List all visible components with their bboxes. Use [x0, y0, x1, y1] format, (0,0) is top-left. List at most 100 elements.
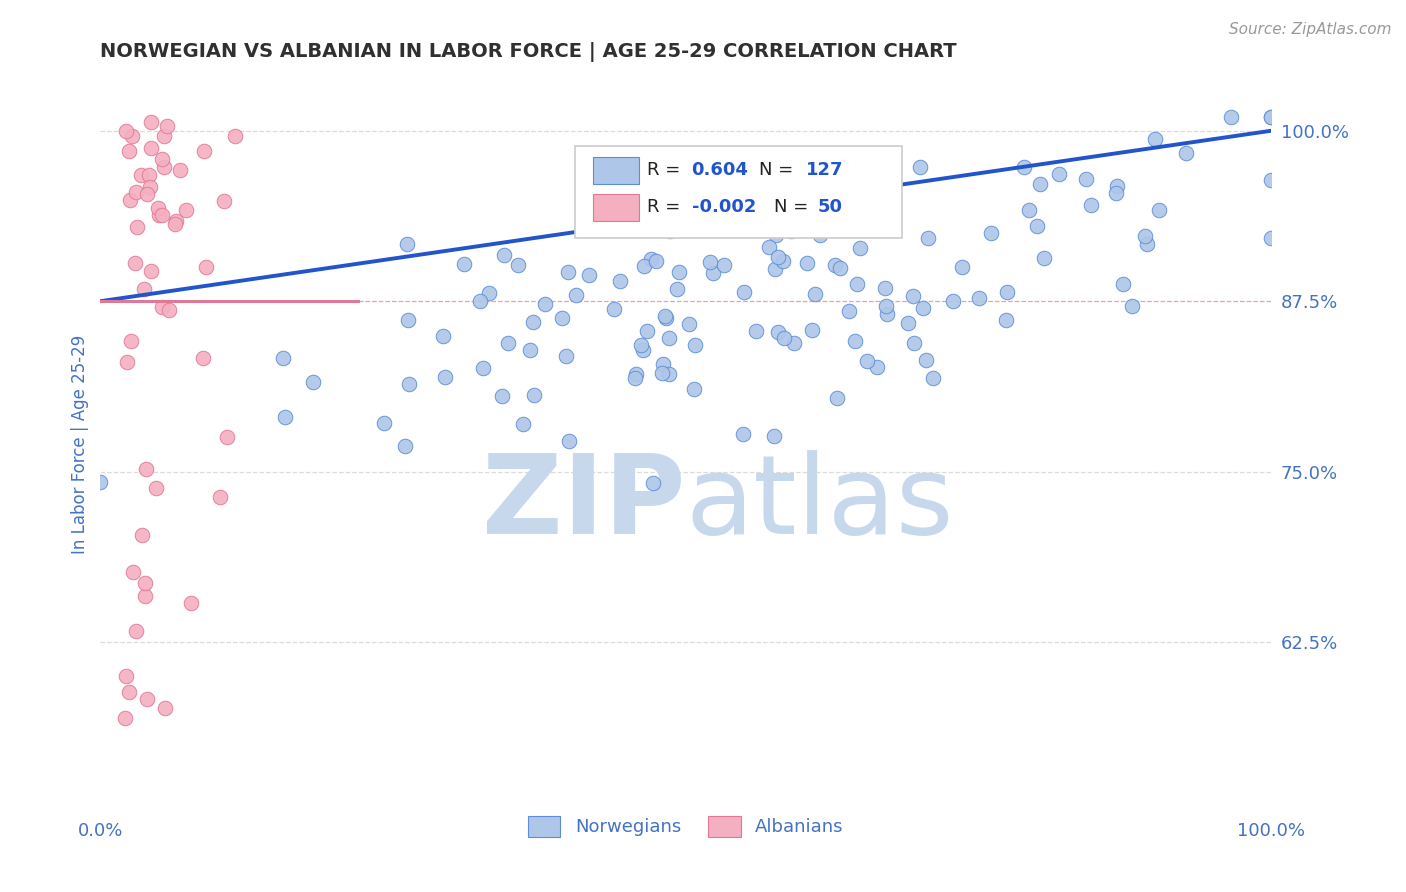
Point	[302, 375, 325, 389]
FancyBboxPatch shape	[575, 146, 903, 238]
Point	[496, 335, 519, 350]
Point	[825, 391, 848, 405]
Y-axis label: In Labor Force | Age 25-29: In Labor Force | Age 25-29	[72, 334, 89, 554]
Point	[1260, 110, 1282, 124]
Point	[224, 129, 246, 144]
Point	[734, 209, 756, 223]
Point	[522, 315, 544, 329]
Point	[491, 389, 513, 403]
Point	[803, 287, 825, 301]
Point	[631, 343, 654, 358]
Point	[134, 575, 156, 590]
Point	[855, 353, 877, 368]
Point	[950, 260, 973, 274]
Point	[633, 259, 655, 273]
Point	[432, 329, 454, 343]
Point	[967, 291, 990, 305]
Point	[630, 338, 652, 352]
Point	[180, 596, 202, 610]
Point	[557, 265, 579, 279]
Point	[1012, 160, 1035, 174]
Point	[842, 204, 865, 219]
Point	[733, 427, 755, 442]
Point	[209, 491, 232, 505]
Point	[917, 230, 939, 244]
Point	[733, 285, 755, 300]
Point	[1029, 177, 1052, 191]
Point	[636, 324, 658, 338]
Point	[1144, 132, 1167, 146]
Point	[1080, 197, 1102, 211]
Point	[745, 324, 768, 338]
Point	[139, 140, 162, 154]
Point	[903, 335, 925, 350]
Point	[773, 331, 796, 345]
Point	[995, 285, 1018, 299]
Point	[1018, 203, 1040, 218]
Point	[658, 367, 681, 381]
Point	[174, 202, 197, 217]
Point	[659, 224, 682, 238]
Point	[153, 128, 176, 143]
Point	[779, 223, 801, 237]
Point	[1047, 167, 1070, 181]
Point	[758, 239, 780, 253]
Point	[145, 481, 167, 495]
Point	[146, 202, 169, 216]
Text: N =: N =	[759, 161, 794, 179]
Point	[394, 439, 416, 453]
Point	[848, 241, 870, 255]
Point	[713, 258, 735, 272]
Text: 0.604: 0.604	[692, 161, 748, 179]
Point	[135, 462, 157, 476]
Point	[153, 160, 176, 174]
Point	[118, 684, 141, 698]
Text: NORWEGIAN VS ALBANIAN IN LABOR FORCE | AGE 25-29 CORRELATION CHART: NORWEGIAN VS ALBANIAN IN LABOR FORCE | A…	[100, 42, 957, 62]
Point	[897, 316, 920, 330]
Point	[682, 382, 704, 396]
Point	[138, 169, 160, 183]
Point	[763, 261, 786, 276]
Point	[396, 313, 419, 327]
Point	[866, 359, 889, 374]
Legend: Norwegians, Albanians: Norwegians, Albanians	[520, 809, 851, 844]
Point	[800, 202, 823, 216]
Point	[922, 370, 945, 384]
Text: Source: ZipAtlas.com: Source: ZipAtlas.com	[1229, 22, 1392, 37]
Point	[838, 303, 860, 318]
Point	[565, 288, 588, 302]
Point	[273, 409, 295, 424]
Point	[533, 296, 555, 310]
Point	[824, 258, 846, 272]
Point	[830, 261, 852, 276]
Point	[156, 119, 179, 133]
Point	[217, 430, 239, 444]
Point	[980, 226, 1002, 240]
Point	[494, 247, 516, 261]
Point	[666, 282, 689, 296]
Point	[744, 198, 766, 212]
Point	[153, 701, 176, 715]
Point	[453, 256, 475, 270]
Point	[136, 692, 159, 706]
Point	[150, 208, 173, 222]
Point	[124, 256, 146, 270]
Point	[699, 255, 721, 269]
Point	[994, 312, 1017, 326]
Point	[1026, 219, 1049, 233]
Point	[651, 358, 673, 372]
Point	[640, 252, 662, 267]
Point	[766, 250, 789, 264]
Point	[782, 335, 804, 350]
Point	[193, 351, 215, 365]
Point	[165, 214, 187, 228]
FancyBboxPatch shape	[593, 157, 638, 185]
Point	[793, 166, 815, 180]
Point	[512, 417, 534, 432]
Point	[1133, 229, 1156, 244]
Point	[121, 565, 143, 579]
Point	[910, 160, 932, 174]
Point	[120, 193, 142, 207]
Point	[641, 476, 664, 491]
Point	[873, 281, 896, 295]
